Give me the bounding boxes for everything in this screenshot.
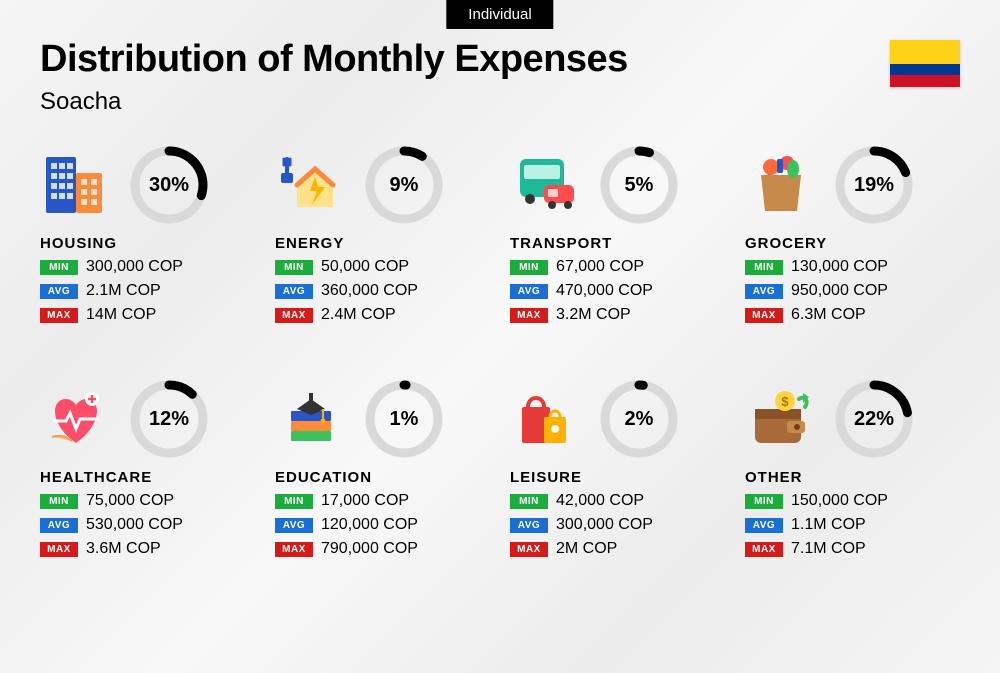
energy-icon	[275, 149, 347, 221]
svg-text:$: $	[781, 394, 789, 409]
max-value: 3.2M COP	[556, 306, 631, 324]
avg-tag: AVG	[40, 518, 78, 533]
building-icon	[40, 149, 112, 221]
min-tag: MIN	[745, 260, 783, 275]
pct-value: 5%	[600, 146, 678, 224]
avg-tag: AVG	[510, 518, 548, 533]
avg-tag: AVG	[40, 284, 78, 299]
pct-value: 22%	[835, 380, 913, 458]
subtitle-location: Soacha	[40, 88, 121, 116]
max-tag: MAX	[40, 542, 78, 557]
pct-value: 2%	[600, 380, 678, 458]
max-value: 14M COP	[86, 306, 156, 324]
max-value: 7.1M COP	[791, 540, 866, 558]
category-grocery: 19% GROCERY MIN 130,000 COP AVG 950,000 …	[745, 145, 960, 324]
max-tag: MAX	[40, 308, 78, 323]
pct-donut-healthcare: 12%	[130, 380, 208, 458]
pct-donut-education: 1%	[365, 380, 443, 458]
pct-donut-other: 22%	[835, 380, 913, 458]
avg-tag: AVG	[745, 518, 783, 533]
max-value: 2.4M COP	[321, 306, 396, 324]
min-value: 150,000 COP	[791, 492, 888, 510]
pct-donut-leisure: 2%	[600, 380, 678, 458]
pct-value: 19%	[835, 146, 913, 224]
max-tag: MAX	[275, 542, 313, 557]
max-value: 3.6M COP	[86, 540, 161, 558]
avg-value: 300,000 COP	[556, 516, 653, 534]
leisure-icon	[510, 383, 582, 455]
max-tag: MAX	[745, 542, 783, 557]
min-value: 50,000 COP	[321, 258, 409, 276]
min-value: 130,000 COP	[791, 258, 888, 276]
min-value: 300,000 COP	[86, 258, 183, 276]
pct-donut-energy: 9%	[365, 146, 443, 224]
avg-value: 120,000 COP	[321, 516, 418, 534]
min-tag: MIN	[745, 494, 783, 509]
max-tag: MAX	[510, 308, 548, 323]
min-tag: MIN	[275, 260, 313, 275]
avg-value: 470,000 COP	[556, 282, 653, 300]
category-energy: 9% ENERGY MIN 50,000 COP AVG 360,000 COP…	[275, 145, 490, 324]
category-education: 1% EDUCATION MIN 17,000 COP AVG 120,000 …	[275, 379, 490, 558]
scope-badge: Individual	[446, 0, 553, 29]
category-transport: 5% TRANSPORT MIN 67,000 COP AVG 470,000 …	[510, 145, 725, 324]
education-icon	[275, 383, 347, 455]
max-tag: MAX	[745, 308, 783, 323]
category-name: GROCERY	[745, 235, 960, 252]
min-tag: MIN	[510, 494, 548, 509]
avg-value: 360,000 COP	[321, 282, 418, 300]
colombia-flag	[890, 40, 960, 87]
healthcare-icon	[40, 383, 112, 455]
category-name: LEISURE	[510, 469, 725, 486]
pct-donut-housing: 30%	[130, 146, 208, 224]
category-leisure: 2% LEISURE MIN 42,000 COP AVG 300,000 CO…	[510, 379, 725, 558]
min-value: 75,000 COP	[86, 492, 174, 510]
avg-tag: AVG	[745, 284, 783, 299]
avg-value: 530,000 COP	[86, 516, 183, 534]
category-name: HEALTHCARE	[40, 469, 255, 486]
min-tag: MIN	[40, 260, 78, 275]
pct-value: 9%	[365, 146, 443, 224]
category-other: $ 22% OTHER MIN 150,000 COP AVG 1.1M COP…	[745, 379, 960, 558]
pct-donut-grocery: 19%	[835, 146, 913, 224]
max-value: 2M COP	[556, 540, 617, 558]
wallet-icon: $	[745, 383, 817, 455]
min-value: 42,000 COP	[556, 492, 644, 510]
category-housing: 30% HOUSING MIN 300,000 COP AVG 2.1M COP…	[40, 145, 255, 324]
min-value: 67,000 COP	[556, 258, 644, 276]
category-name: HOUSING	[40, 235, 255, 252]
page-title: Distribution of Monthly Expenses	[40, 38, 628, 81]
min-tag: MIN	[510, 260, 548, 275]
avg-tag: AVG	[510, 284, 548, 299]
avg-value: 2.1M COP	[86, 282, 161, 300]
max-tag: MAX	[275, 308, 313, 323]
avg-value: 1.1M COP	[791, 516, 866, 534]
max-value: 790,000 COP	[321, 540, 418, 558]
min-tag: MIN	[275, 494, 313, 509]
pct-value: 12%	[130, 380, 208, 458]
avg-value: 950,000 COP	[791, 282, 888, 300]
category-name: ENERGY	[275, 235, 490, 252]
pct-value: 30%	[130, 146, 208, 224]
max-value: 6.3M COP	[791, 306, 866, 324]
category-name: TRANSPORT	[510, 235, 725, 252]
grocery-icon	[745, 149, 817, 221]
min-tag: MIN	[40, 494, 78, 509]
avg-tag: AVG	[275, 284, 313, 299]
avg-tag: AVG	[275, 518, 313, 533]
bus-icon	[510, 149, 582, 221]
max-tag: MAX	[510, 542, 548, 557]
category-name: OTHER	[745, 469, 960, 486]
category-healthcare: 12% HEALTHCARE MIN 75,000 COP AVG 530,00…	[40, 379, 255, 558]
category-name: EDUCATION	[275, 469, 490, 486]
pct-value: 1%	[365, 380, 443, 458]
min-value: 17,000 COP	[321, 492, 409, 510]
categories-grid: 30% HOUSING MIN 300,000 COP AVG 2.1M COP…	[40, 145, 960, 558]
pct-donut-transport: 5%	[600, 146, 678, 224]
